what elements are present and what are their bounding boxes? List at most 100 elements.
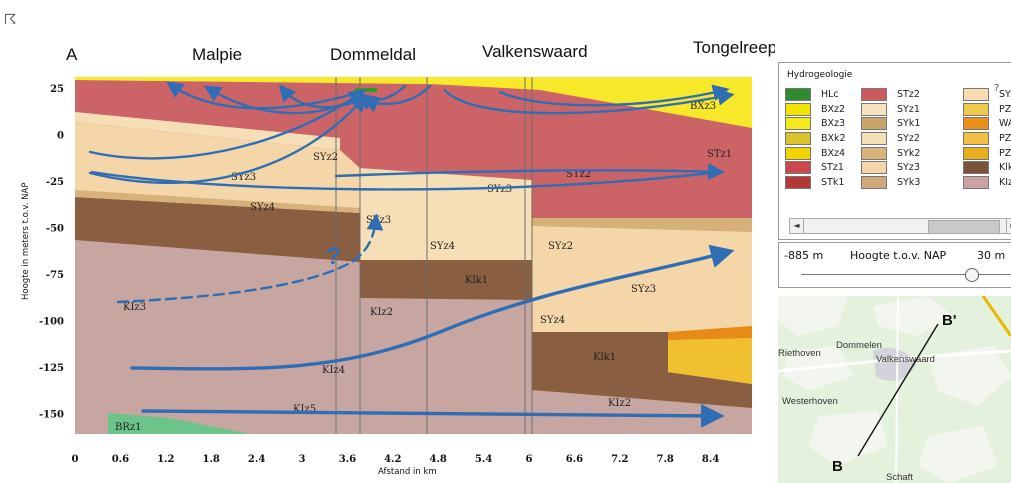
unit-label: KIz2 [370, 307, 393, 318]
legend-item: SYz1 [861, 102, 920, 117]
scroll-thumb[interactable] [928, 220, 1000, 234]
legend-item: BXk2 [785, 131, 846, 146]
y-tick-label: 25 [50, 84, 64, 95]
legend-item: SYk2 [861, 146, 920, 161]
legend-item: KIz [963, 175, 1011, 190]
legend-swatch [785, 161, 811, 175]
flow-arrow [166, 81, 362, 110]
unit-label: KIz4 [322, 365, 345, 376]
layer-klk-left [75, 197, 360, 262]
unit-label: SYz3 [231, 172, 256, 183]
y-tick-label: -150 [39, 410, 64, 421]
legend-scrollbar[interactable]: ◄ ► [789, 218, 1011, 234]
legend-swatch [963, 131, 989, 145]
section-title-malpie: Malpie [192, 45, 242, 64]
y-tick-label: -50 [46, 224, 64, 235]
slider-title: Hoogte t.o.v. NAP [850, 249, 947, 262]
layer-syk-right [532, 218, 752, 232]
slider-track[interactable] [801, 274, 1011, 275]
y-tick-label: -75 [46, 270, 64, 281]
legend-swatch [861, 87, 887, 101]
x-tick-label: 3 [299, 454, 306, 465]
legend-swatch [963, 175, 989, 189]
scroll-left-icon[interactable]: ◄ [790, 219, 804, 233]
legend-item: PZ\ [963, 146, 1011, 161]
legend-item: SYk1 [861, 116, 920, 131]
legend-swatch [861, 175, 887, 189]
question-mark: ? [326, 243, 341, 270]
legend-item: STk1 [785, 175, 846, 190]
legend-swatch [785, 117, 811, 131]
unit-labels: BXz3 STz1 SYz2 SYz3 SYz3 STz2 SYz4 SYz3 … [115, 101, 732, 433]
flow-arrow [90, 170, 722, 191]
legend-item: STz2 [861, 87, 920, 102]
unit-label: SYz4 [540, 315, 565, 326]
x-tick-label: 2.4 [248, 454, 265, 465]
x-tick-label: 1.8 [202, 454, 219, 465]
legend-code: BXz3 [821, 118, 846, 130]
location-map[interactable]: Riethoven Dommelen Valkenswaard Westerho… [778, 296, 1011, 483]
legend-swatch [861, 131, 887, 145]
legend-swatch [861, 102, 887, 116]
legend-code: PZ\ [999, 147, 1011, 159]
legend-code: BXz4 [821, 147, 846, 159]
scroll-right-icon[interactable]: ► [1006, 219, 1011, 233]
y-tick-label: -125 [39, 363, 64, 374]
legend-swatch [785, 102, 811, 116]
legend-item: Klk [963, 160, 1011, 175]
map-place: Valkenswaard [876, 354, 935, 365]
flow-arrow [443, 88, 735, 115]
legend-swatch [963, 87, 989, 101]
map-place: Westerhoven [782, 396, 838, 407]
flow-arrow [498, 84, 730, 107]
x-tick-label: 0 [72, 454, 79, 465]
legend-column-3: SY: PZ\ WA PZ\ PZ\ Klk KIz [963, 87, 1011, 190]
legend-swatch [785, 131, 811, 145]
map-place: Riethoven [778, 348, 821, 359]
layer-wa [668, 326, 752, 340]
flow-arrow [88, 94, 368, 184]
legend-column-1: HLc BXz2 BXz3 BXk2 BXz4 STz1 STk1 [785, 87, 846, 190]
legend-swatch [861, 146, 887, 160]
layer-syk-left [75, 190, 360, 213]
legend-item: BXz2 [785, 102, 846, 117]
x-tick-label: 4.2 [384, 454, 401, 465]
legend-code: SYk1 [897, 118, 921, 130]
legend-swatch [963, 146, 989, 160]
legend-swatch [963, 102, 989, 116]
x-tick-label: 7.8 [656, 454, 673, 465]
cursor-icon: ☈ [4, 12, 17, 28]
x-tick-label: 1.2 [157, 454, 174, 465]
flow-arrows [88, 81, 735, 428]
legend-code: WA [999, 118, 1011, 130]
section-title-dommeldal: Dommeldal [330, 45, 416, 64]
legend-code: SY: [999, 88, 1011, 100]
help-icon[interactable]: ? [994, 83, 1000, 94]
unit-label: SYz3 [487, 184, 512, 195]
map-point-b: B [832, 458, 843, 475]
slider-knob[interactable] [964, 268, 979, 282]
unit-label: STz1 [707, 149, 732, 160]
legend-item: SYz3 [861, 160, 920, 175]
x-axis-label: Afstand in km [378, 467, 437, 477]
flow-arrow [334, 163, 725, 180]
cross-section-diagram: A Malpie Dommeldal Valkenswaard Tongelre… [21, 38, 775, 477]
legend-swatch [785, 175, 811, 189]
x-axis-ticks: 0 0.6 1.2 1.8 2.4 3 3.6 4.2 4.8 5.4 6 6.6 7.2 7.8 8.4 [72, 454, 720, 465]
flow-arrow [361, 84, 432, 113]
geology-layers [75, 77, 752, 434]
map-graphic [778, 296, 1011, 483]
unit-label: SYz2 [548, 241, 573, 252]
layer-bxz [75, 77, 752, 128]
legend-swatch [963, 117, 989, 131]
legend-code: BXk2 [821, 132, 846, 144]
legend-code: PZ\ [999, 132, 1011, 144]
layer-pzw [668, 326, 752, 384]
flow-arrow [88, 89, 366, 160]
legend-code: STz2 [897, 88, 920, 100]
x-tick-label: 6 [526, 454, 533, 465]
y-axis-label: Hoogte in meters t.o.v. NAP [21, 183, 31, 300]
x-tick-label: 6.6 [566, 454, 583, 465]
x-tick-label: 7.2 [611, 454, 628, 465]
legend-item: WA [963, 116, 1011, 131]
